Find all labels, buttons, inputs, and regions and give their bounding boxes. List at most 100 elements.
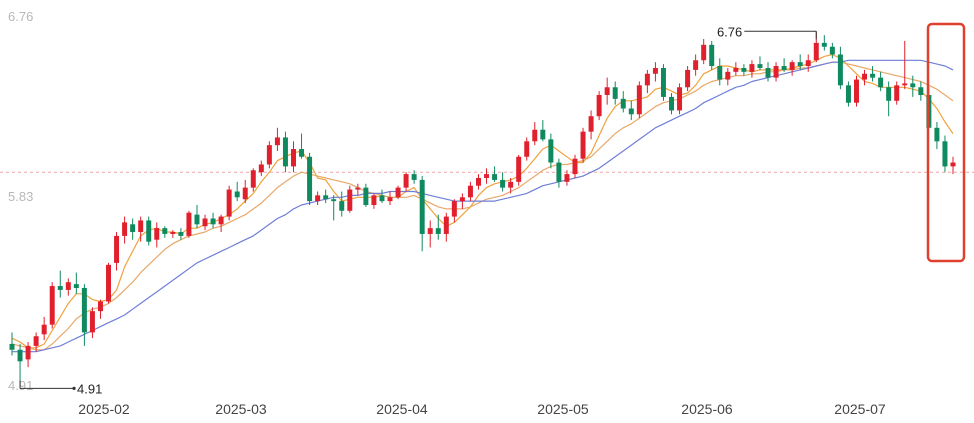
candle-body [467,185,473,198]
candle-body [500,179,506,188]
candle-body [588,116,594,132]
moving-average-layer [11,53,954,353]
candle-body [813,42,819,61]
candle-body [620,98,626,109]
candle-body [862,73,868,80]
candle-71 [572,154,578,178]
candle-16 [130,218,136,240]
candle-body [484,174,490,178]
candle-116 [934,122,940,150]
candle-22 [178,228,184,240]
candle-47 [379,189,385,204]
candle-93 [749,60,755,78]
candle-17 [138,216,144,242]
candle-body [49,286,55,325]
candle-body [532,129,538,142]
candle-33 [266,141,272,169]
candle-79 [636,81,642,119]
candle-23 [186,210,192,238]
candle-body [717,66,723,80]
candle-body [186,212,192,236]
x-tick-label-5: 2025-06 [681,401,733,417]
candle-body [435,228,441,234]
candle-5 [41,316,47,341]
candle-body [572,158,578,175]
candle-body [902,83,908,86]
candle-body [628,108,634,115]
candle-body [942,141,948,167]
candle-body [291,149,296,167]
candle-body [693,60,699,70]
candle-body [347,189,353,211]
candle-80 [644,69,650,94]
candle-89 [717,58,723,86]
candle-53 [427,220,433,248]
candle-21 [170,230,176,238]
candle-body [886,87,892,101]
candle-13 [106,262,112,304]
candle-65 [524,137,530,161]
candle-body [443,216,449,234]
candle-body [138,220,144,233]
candle-41 [331,195,337,221]
candle-109 [878,71,884,92]
candle-body [130,224,136,233]
candle-31 [250,168,256,192]
candle-102 [821,35,827,51]
candle-38 [307,152,313,205]
candle-62 [500,172,506,192]
candle-48 [387,191,393,205]
candle-body [709,44,715,67]
candle-body [25,345,31,360]
candle-45 [363,183,369,207]
candle-37 [299,133,305,159]
candle-94 [757,56,763,70]
candle-92 [741,64,747,76]
candle-body [379,195,385,202]
candle-98 [789,60,795,76]
candle-106 [853,75,859,107]
candle-58 [467,181,473,202]
candle-34 [274,127,280,151]
candle-body [733,67,739,72]
candle-28 [226,185,232,221]
candle-body [950,162,956,167]
candle-30 [242,179,248,204]
candle-91 [733,62,739,76]
candle-body [411,174,417,180]
candle-107 [862,69,868,86]
candle-14 [114,232,120,271]
candle-body [242,187,248,200]
candle-63 [508,177,514,194]
candle-body [580,131,586,159]
candle-body [162,228,168,234]
candle-body [89,311,95,333]
candle-body [797,62,803,67]
candle-body [773,66,779,78]
candle-body [636,85,642,115]
candle-85 [685,66,691,92]
candle-body [492,174,498,180]
candle-body [789,62,795,70]
candle-59 [475,174,481,190]
y-tick-label-low: 4.91 [8,378,33,393]
candle-27 [218,214,224,233]
y-tick-label-mid: 5.83 [8,189,33,204]
candle-19 [154,222,160,248]
candle-1 [9,332,15,356]
x-tick-label-6: 2025-07 [834,401,886,417]
candle-body [540,129,546,140]
candle-11 [89,307,95,339]
candle-body [516,156,522,182]
candle-118 [950,156,956,175]
candle-29 [234,181,240,202]
candle-layer [9,31,956,389]
candle-body [475,177,481,186]
highlight-box [926,22,966,263]
candle-54 [435,214,441,240]
candle-15 [122,216,128,244]
candle-body [765,67,771,78]
candle-body [685,69,691,88]
candle-114 [918,81,924,101]
candle-67 [540,120,546,142]
